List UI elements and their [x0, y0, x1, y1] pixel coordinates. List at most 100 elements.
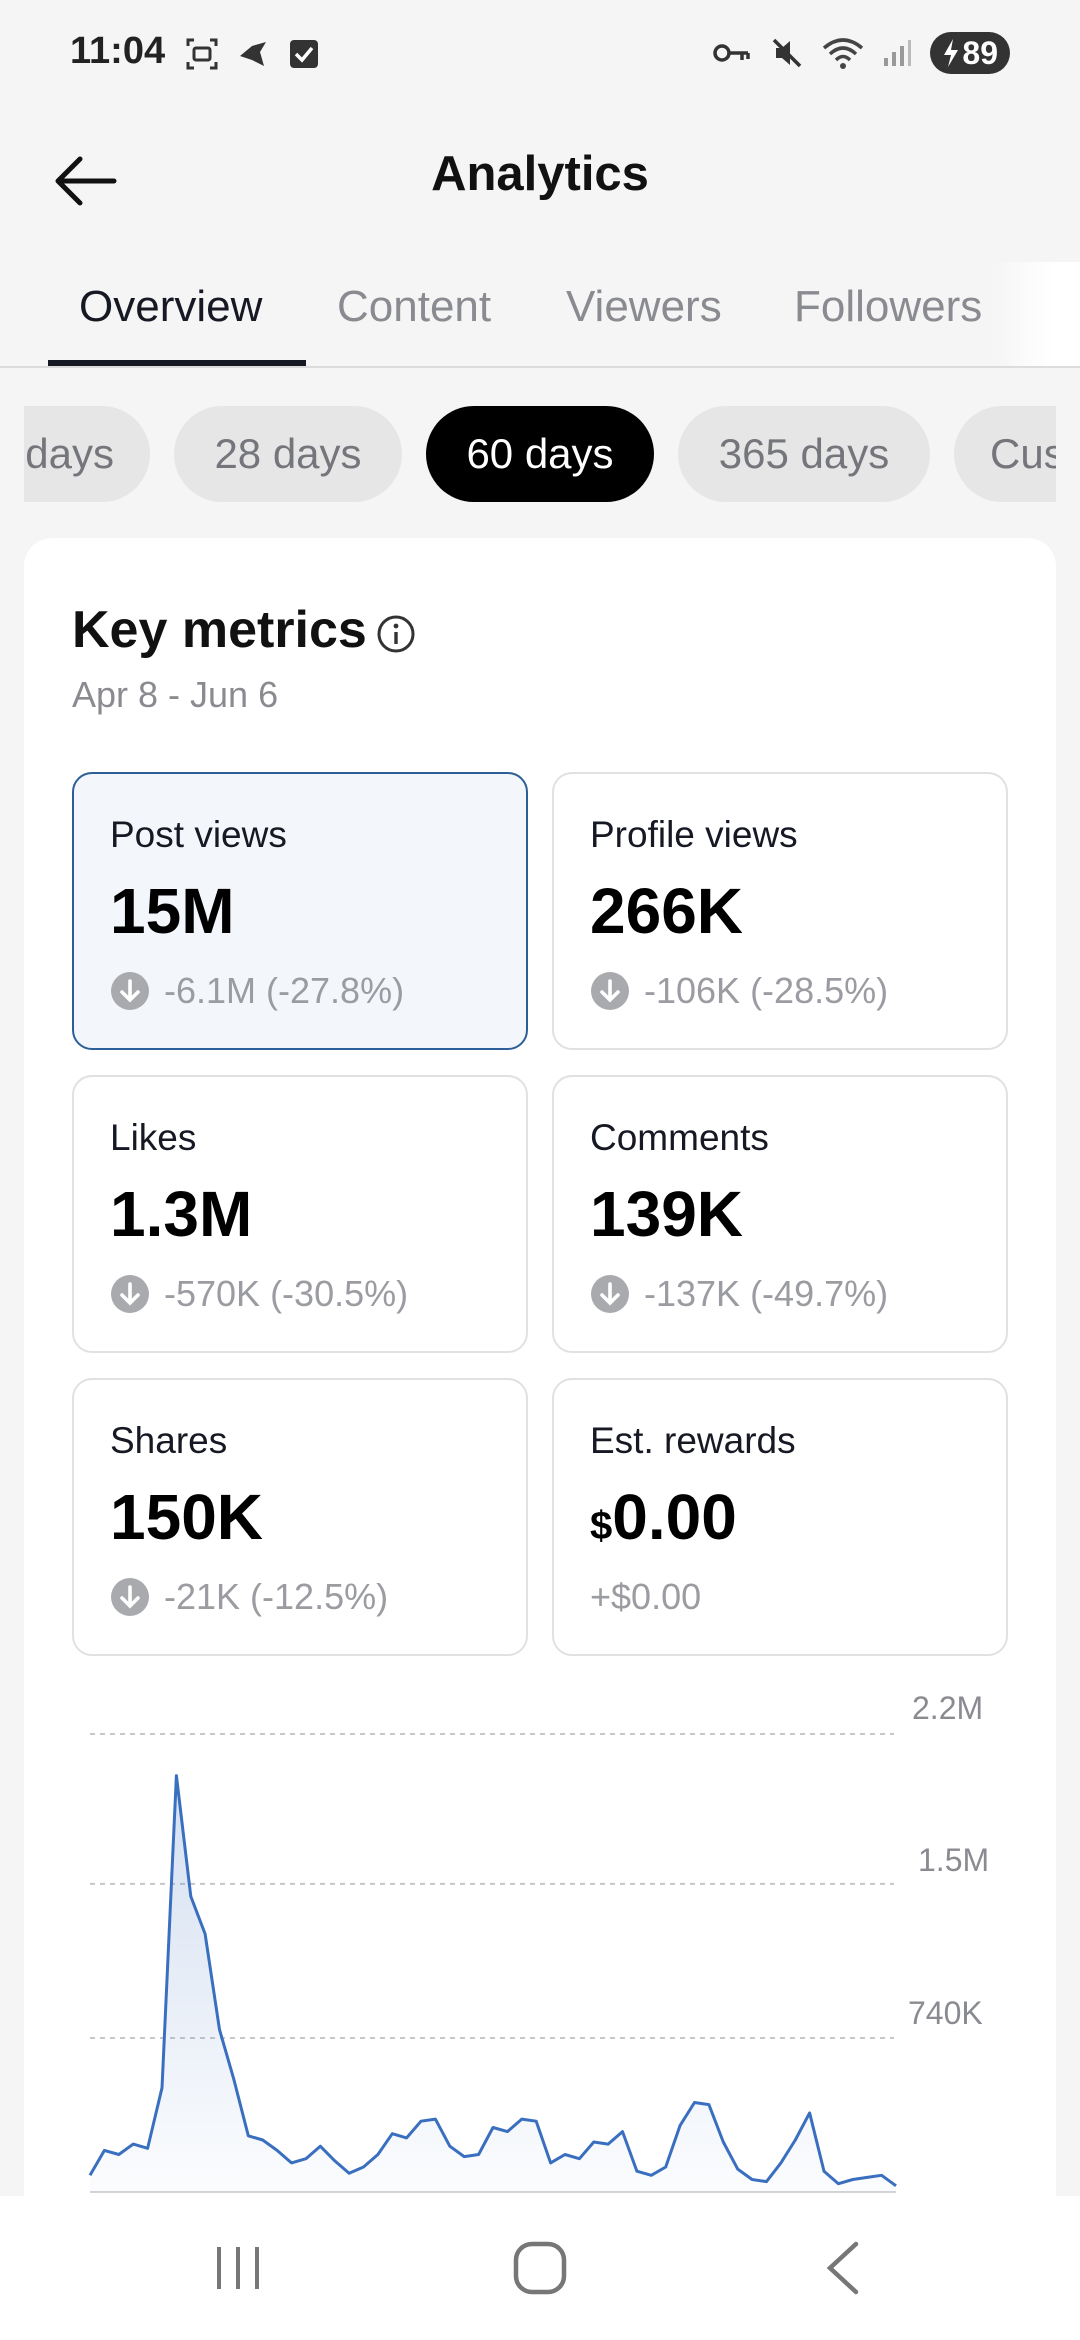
- back-chevron-icon: [826, 2241, 859, 2295]
- bird-icon: [240, 42, 266, 66]
- key-metrics-title: Key metrics: [72, 601, 367, 659]
- data-point: [304, 2157, 308, 2161]
- metric-change: +$0.00: [590, 1576, 701, 1618]
- metric-card-profile-views[interactable]: Profile views 266K -106K (-28.5%): [552, 772, 1008, 1050]
- status-time: 11:04: [70, 30, 166, 72]
- data-point: [376, 2153, 380, 2157]
- data-point: [534, 2119, 538, 2123]
- data-point: [246, 2134, 250, 2138]
- period-chip-28-days[interactable]: 28 days: [174, 406, 402, 502]
- battery-indicator: 89: [930, 32, 1010, 74]
- status-icons-left: [184, 36, 320, 72]
- home-button[interactable]: [490, 2232, 590, 2304]
- metric-label: Est. rewards: [590, 1420, 796, 1461]
- data-point: [275, 2148, 279, 2152]
- metric-change-text: -6.1M (-27.8%): [164, 970, 405, 1011]
- data-point: [261, 2138, 265, 2142]
- recent-apps-icon: [217, 2247, 259, 2289]
- chart-svg: [88, 1733, 898, 2193]
- metric-value: 15M: [110, 875, 235, 947]
- info-icon[interactable]: [376, 614, 416, 654]
- data-point: [865, 2175, 869, 2179]
- metric-value: 139K: [590, 1178, 743, 1250]
- metric-card-post-views[interactable]: Post views 15M -6.1M (-27.8%): [72, 772, 528, 1050]
- data-point: [333, 2159, 337, 2163]
- metric-value: 1.3M: [110, 1178, 253, 1250]
- nav-back-button[interactable]: [792, 2232, 892, 2304]
- data-point: [477, 2153, 481, 2157]
- tab-content[interactable]: Content: [337, 282, 492, 331]
- battery-level: 89: [962, 34, 998, 71]
- data-point: [520, 2117, 524, 2121]
- period-selector: days 28 days 60 days 365 days Cus: [24, 404, 1056, 504]
- data-point: [678, 2123, 682, 2127]
- metric-value: $0.00: [590, 1480, 737, 1554]
- wifi-icon: [823, 38, 864, 69]
- data-point: [146, 2146, 150, 2150]
- metric-label: Likes: [110, 1117, 197, 1158]
- metric-change-text: -570K (-30.5%): [164, 1273, 409, 1314]
- data-point: [174, 1774, 178, 1778]
- tab-followers[interactable]: Followers: [794, 282, 983, 331]
- metric-value-number: 0.00: [612, 1481, 737, 1553]
- data-point: [880, 2173, 884, 2177]
- data-point: [462, 2155, 466, 2159]
- arrow-left-icon: [55, 156, 117, 206]
- metric-value: 150K: [110, 1481, 263, 1553]
- metric-card-est-rewards[interactable]: Est. rewards $0.00 +$0.00: [552, 1378, 1008, 1656]
- data-point: [808, 2111, 812, 2115]
- arrow-down-circle-icon: [111, 972, 149, 1010]
- metric-change: -6.1M (-27.8%): [110, 970, 404, 1012]
- data-point: [448, 2144, 452, 2148]
- period-chip-partial[interactable]: days: [24, 406, 150, 502]
- home-icon: [513, 2241, 567, 2295]
- data-point: [635, 2169, 639, 2173]
- page-title: Analytics: [431, 147, 649, 201]
- status-icons-right: 89: [712, 32, 1010, 74]
- data-point: [793, 2138, 797, 2142]
- metric-label: Profile views: [590, 814, 798, 855]
- data-point: [822, 2169, 826, 2173]
- metric-change: -137K (-49.7%): [590, 1273, 888, 1315]
- data-point: [707, 2103, 711, 2107]
- data-point: [764, 2180, 768, 2184]
- metric-label: Shares: [110, 1420, 228, 1461]
- arrow-down-circle-icon: [111, 1578, 149, 1616]
- period-chip-60-days[interactable]: 60 days: [426, 406, 654, 502]
- arrow-down-circle-icon: [111, 1275, 149, 1313]
- period-chip-custom[interactable]: Cus: [954, 406, 1056, 502]
- data-point: [117, 2153, 121, 2157]
- tab-viewers[interactable]: Viewers: [566, 282, 722, 331]
- period-chip-365-days[interactable]: 365 days: [678, 406, 930, 502]
- status-bar: 11:04: [0, 0, 1080, 110]
- tab-overview[interactable]: Overview: [79, 282, 263, 331]
- metric-card-likes[interactable]: Likes 1.3M -570K (-30.5%): [72, 1075, 528, 1353]
- tab-bar: Overview Content Viewers Followers L: [0, 262, 1080, 368]
- data-point: [894, 2184, 898, 2188]
- data-point: [563, 2153, 567, 2157]
- checkbox-icon: [290, 40, 318, 68]
- y-tick-label: 1.5M: [918, 1842, 990, 1878]
- data-point: [419, 2119, 423, 2123]
- metric-change-text: -106K (-28.5%): [644, 970, 889, 1011]
- data-point: [102, 2148, 106, 2152]
- metric-change: -106K (-28.5%): [590, 970, 888, 1012]
- post-views-chart[interactable]: 2.2M 1.5M 740K: [24, 1690, 1056, 2202]
- date-range: Apr 8 - Jun 6: [72, 674, 279, 715]
- data-point: [649, 2173, 653, 2177]
- tabs-fade: [990, 262, 1080, 366]
- data-point: [390, 2132, 394, 2136]
- back-button[interactable]: [40, 136, 130, 226]
- metric-change-text: -137K (-49.7%): [644, 1273, 889, 1314]
- data-point: [836, 2182, 840, 2186]
- recent-apps-button[interactable]: [188, 2232, 288, 2304]
- data-point: [318, 2144, 322, 2148]
- active-tab-indicator: [48, 360, 306, 366]
- metric-label: Comments: [590, 1117, 769, 1158]
- data-point: [131, 2142, 135, 2146]
- metric-card-comments[interactable]: Comments 139K -137K (-49.7%): [552, 1075, 1008, 1353]
- signal-icon: [884, 40, 912, 66]
- data-point: [621, 2130, 625, 2134]
- data-point: [592, 2140, 596, 2144]
- metric-card-shares[interactable]: Shares 150K -21K (-12.5%): [72, 1378, 528, 1656]
